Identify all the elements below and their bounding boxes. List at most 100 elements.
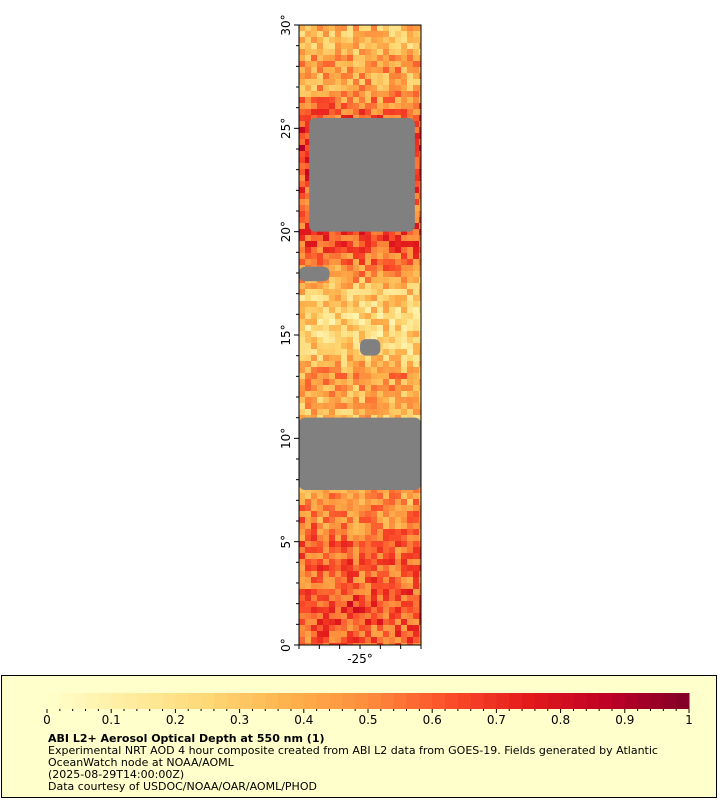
aod-pixel bbox=[365, 583, 371, 589]
aod-pixel bbox=[329, 493, 335, 499]
aod-pixel bbox=[329, 337, 335, 343]
aod-pixel bbox=[389, 625, 395, 631]
aod-pixel bbox=[317, 613, 323, 619]
aod-pixel bbox=[407, 349, 413, 355]
aod-pixel bbox=[347, 235, 353, 241]
aod-pixel bbox=[359, 73, 365, 79]
aod-pixel bbox=[311, 307, 317, 313]
aod-pixel bbox=[419, 169, 421, 175]
aod-pixel bbox=[413, 337, 419, 343]
aod-pixel bbox=[323, 397, 329, 403]
aod-pixel bbox=[353, 61, 359, 67]
aod-pixel bbox=[299, 487, 305, 493]
aod-pixel bbox=[371, 277, 377, 283]
aod-pixel bbox=[359, 547, 365, 553]
aod-pixel bbox=[329, 583, 335, 589]
aod-pixel bbox=[365, 307, 371, 313]
aod-pixel bbox=[329, 343, 335, 349]
aod-pixel bbox=[305, 85, 311, 91]
aod-pixel bbox=[389, 397, 395, 403]
aod-pixel bbox=[347, 379, 353, 385]
aod-pixel bbox=[413, 277, 419, 283]
aod-pixel bbox=[401, 25, 407, 31]
aod-pixel bbox=[383, 361, 389, 367]
aod-pixel bbox=[341, 253, 347, 259]
aod-pixel bbox=[407, 235, 413, 241]
aod-pixel bbox=[383, 295, 389, 301]
aod-pixel bbox=[401, 67, 407, 73]
aod-pixel bbox=[371, 361, 377, 367]
aod-pixel bbox=[383, 31, 389, 37]
aod-pixel bbox=[353, 589, 359, 595]
aod-pixel bbox=[359, 31, 365, 37]
aod-pixel bbox=[347, 499, 353, 505]
aod-pixel bbox=[311, 73, 317, 79]
aod-pixel bbox=[413, 37, 419, 43]
colorbar-cell bbox=[419, 693, 433, 709]
aod-pixel bbox=[407, 409, 413, 415]
aod-pixel bbox=[401, 547, 407, 553]
aod-pixel bbox=[299, 151, 305, 157]
aod-pixel bbox=[401, 523, 407, 529]
aod-pixel bbox=[389, 253, 395, 259]
aod-pixel bbox=[377, 625, 383, 631]
aod-pixel bbox=[299, 613, 305, 619]
aod-pixel bbox=[299, 121, 305, 127]
aod-pixel bbox=[371, 613, 377, 619]
aod-pixel bbox=[353, 517, 359, 523]
aod-pixel bbox=[335, 319, 341, 325]
aod-pixel bbox=[419, 217, 421, 223]
aod-pixel bbox=[395, 529, 401, 535]
no-data-region bbox=[360, 339, 381, 356]
aod-pixel bbox=[347, 505, 353, 511]
aod-pixel bbox=[299, 625, 305, 631]
aod-pixel bbox=[383, 229, 389, 235]
aod-pixel bbox=[347, 607, 353, 613]
aod-pixel bbox=[353, 595, 359, 601]
aod-pixel bbox=[371, 235, 377, 241]
aod-pixel bbox=[299, 583, 305, 589]
aod-pixel bbox=[413, 589, 419, 595]
aod-pixel bbox=[365, 529, 371, 535]
colorbar-tick-label: 1 bbox=[685, 713, 693, 727]
aod-pixel bbox=[353, 319, 359, 325]
aod-pixel bbox=[395, 403, 401, 409]
aod-pixel bbox=[383, 349, 389, 355]
colorbar-cell bbox=[483, 693, 497, 709]
aod-pixel bbox=[389, 73, 395, 79]
aod-pixel bbox=[299, 283, 305, 289]
aod-pixel bbox=[329, 625, 335, 631]
aod-pixel bbox=[335, 49, 341, 55]
aod-pixel bbox=[329, 313, 335, 319]
aod-pixel bbox=[401, 607, 407, 613]
aod-pixel bbox=[305, 529, 311, 535]
aod-pixel bbox=[317, 643, 323, 645]
aod-pixel bbox=[371, 73, 377, 79]
aod-pixel bbox=[401, 253, 407, 259]
aod-pixel bbox=[305, 145, 311, 151]
aod-pixel bbox=[401, 103, 407, 109]
aod-pixel bbox=[317, 607, 323, 613]
colorbar-tick-label: 0.4 bbox=[294, 713, 313, 727]
aod-pixel bbox=[329, 67, 335, 73]
aod-pixel bbox=[335, 229, 341, 235]
colorbar-tick-label: 0.9 bbox=[615, 713, 634, 727]
aod-pixel bbox=[311, 493, 317, 499]
aod-pixel bbox=[329, 607, 335, 613]
aod-pixel bbox=[419, 277, 421, 283]
aod-pixel bbox=[365, 109, 371, 115]
aod-pixel bbox=[341, 55, 347, 61]
aod-pixel bbox=[401, 355, 407, 361]
aod-map[interactable] bbox=[299, 25, 421, 645]
aod-pixel bbox=[335, 625, 341, 631]
aod-pixel bbox=[371, 643, 377, 645]
aod-pixel bbox=[305, 553, 311, 559]
aod-pixel bbox=[407, 565, 413, 571]
aod-pixel bbox=[413, 595, 419, 601]
aod-pixel bbox=[383, 643, 389, 645]
aod-pixel bbox=[341, 109, 347, 115]
aod-pixel bbox=[407, 307, 413, 313]
aod-pixel bbox=[365, 37, 371, 43]
aod-pixel bbox=[371, 541, 377, 547]
aod-pixel bbox=[305, 331, 311, 337]
